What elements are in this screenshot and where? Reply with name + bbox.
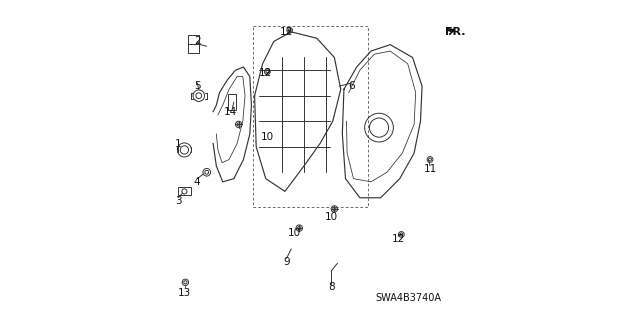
Text: 5: 5 <box>194 81 200 91</box>
Text: 10: 10 <box>324 212 338 222</box>
Text: 12: 12 <box>259 68 273 78</box>
Text: 12: 12 <box>280 27 293 37</box>
Text: 4: 4 <box>194 177 200 187</box>
Text: 1: 1 <box>175 138 181 149</box>
Text: 13: 13 <box>178 288 191 299</box>
Bar <box>178 187 191 195</box>
Text: 9: 9 <box>283 256 290 267</box>
Text: 2: 2 <box>194 36 200 47</box>
Text: 14: 14 <box>224 107 237 117</box>
Bar <box>188 35 200 53</box>
Text: 6: 6 <box>349 81 355 91</box>
Text: 3: 3 <box>175 196 181 206</box>
Text: SWA4B3740A: SWA4B3740A <box>375 293 441 303</box>
Text: 12: 12 <box>392 234 404 244</box>
Bar <box>228 94 236 110</box>
Text: FR.: FR. <box>445 27 465 37</box>
Text: 8: 8 <box>328 282 335 292</box>
Text: 10: 10 <box>261 132 274 142</box>
Text: 10: 10 <box>288 228 301 238</box>
Text: 11: 11 <box>424 164 436 174</box>
